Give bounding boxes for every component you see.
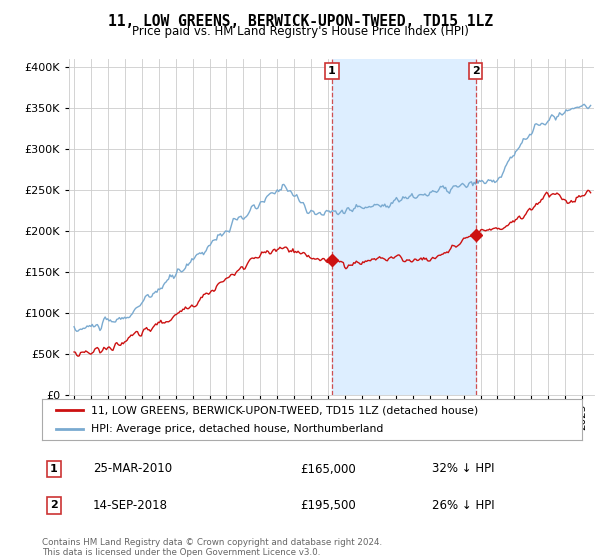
Text: 25-MAR-2010: 25-MAR-2010 <box>93 463 172 475</box>
Text: HPI: Average price, detached house, Northumberland: HPI: Average price, detached house, Nort… <box>91 424 383 433</box>
Text: £195,500: £195,500 <box>300 499 356 512</box>
Text: 2: 2 <box>472 66 479 76</box>
Text: 1: 1 <box>328 66 336 76</box>
Text: 32% ↓ HPI: 32% ↓ HPI <box>432 463 494 475</box>
Text: 26% ↓ HPI: 26% ↓ HPI <box>432 499 494 512</box>
Text: 11, LOW GREENS, BERWICK-UPON-TWEED, TD15 1LZ: 11, LOW GREENS, BERWICK-UPON-TWEED, TD15… <box>107 14 493 29</box>
Text: Price paid vs. HM Land Registry's House Price Index (HPI): Price paid vs. HM Land Registry's House … <box>131 25 469 38</box>
Text: 11, LOW GREENS, BERWICK-UPON-TWEED, TD15 1LZ (detached house): 11, LOW GREENS, BERWICK-UPON-TWEED, TD15… <box>91 405 478 415</box>
Text: Contains HM Land Registry data © Crown copyright and database right 2024.
This d: Contains HM Land Registry data © Crown c… <box>42 538 382 557</box>
Text: 14-SEP-2018: 14-SEP-2018 <box>93 499 168 512</box>
Bar <box>332 59 476 395</box>
Text: 2: 2 <box>50 501 58 510</box>
Text: 1: 1 <box>50 464 58 474</box>
Text: £165,000: £165,000 <box>300 463 356 475</box>
